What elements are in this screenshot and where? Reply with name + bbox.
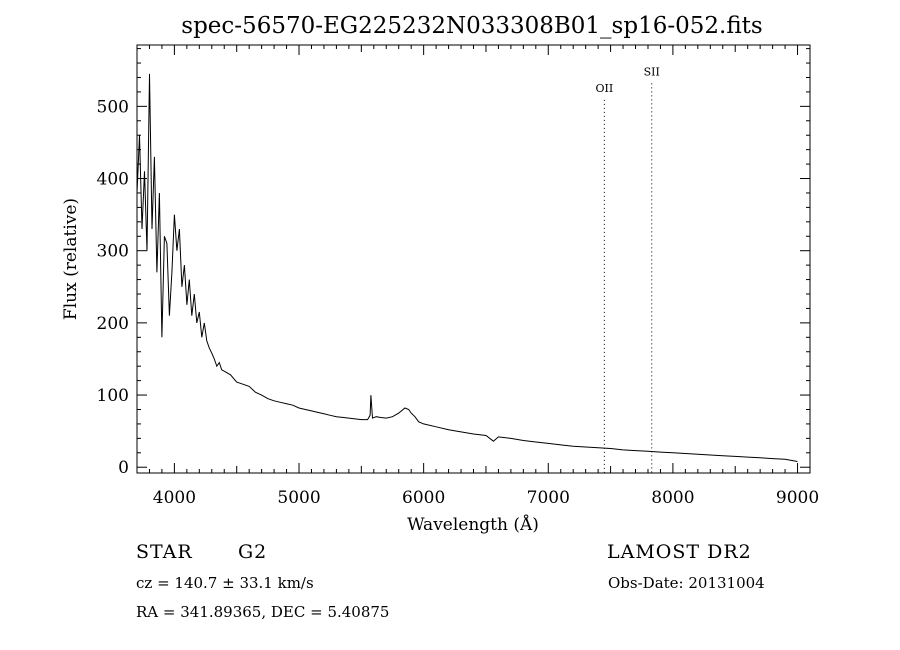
redshift-text: cz = 140.7 ± 33.1 km/s [136,574,314,592]
x-tick-label-0: 4000 [153,488,196,508]
axis-ticks [136,45,811,473]
spectrum-line [136,73,798,462]
y-tick-label-1: 100 [97,386,129,406]
x-tick-label-2: 6000 [402,488,445,508]
y-tick-label-2: 200 [97,314,129,334]
x-axis-label: Wavelength (Å) [407,514,539,535]
subclass-label: G2 [238,541,268,563]
obs-date-text: Obs-Date: 20131004 [608,574,765,592]
y-tick-label-4: 400 [97,170,129,190]
x-tick-label-4: 8000 [651,488,694,508]
survey-label: LAMOST DR2 [607,541,752,563]
annotation-lines [603,83,653,473]
annotation-label-0: OII [596,82,614,95]
y-axis-label: Flux (relative) [61,198,81,320]
chart-title: spec-56570-EG225232N033308B01_sp16-052.f… [181,13,762,39]
y-tick-label-0: 0 [118,458,129,478]
plot-frame [136,44,811,474]
x-tick-label-5: 9000 [776,488,819,508]
annotation-label-1: SII [644,65,660,78]
class-label: STAR [136,541,193,563]
annotation-labels: OII SII [596,65,660,95]
y-tick-labels: 0 100 200 300 400 500 [97,97,129,478]
x-tick-label-1: 5000 [277,488,320,508]
y-tick-label-3: 300 [97,242,129,262]
x-tick-labels: 4000 5000 6000 7000 8000 9000 [153,488,819,508]
y-tick-label-5: 500 [97,97,129,117]
x-tick-label-3: 7000 [527,488,570,508]
coordinates-text: RA = 341.89365, DEC = 5.40875 [136,603,390,621]
